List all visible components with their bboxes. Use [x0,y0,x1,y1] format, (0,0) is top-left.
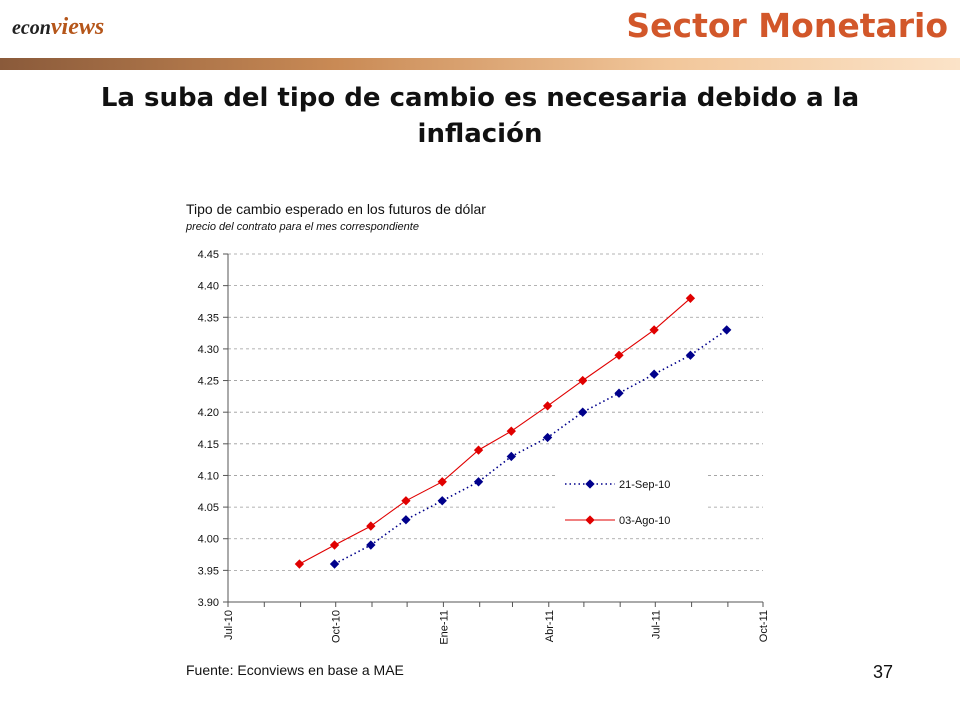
chart-subtitle: precio del contrato para el mes correspo… [185,221,419,233]
data-point [366,521,376,531]
y-tick-label: 4.20 [198,407,219,419]
y-tick-label: 4.15 [198,439,219,451]
y-tick-label: 4.10 [198,470,219,482]
x-tick-labels: Jul-10 Oct-10 Ene-11 Abr-11 Jul-11 Oct-11 [223,610,770,645]
data-point [294,559,305,569]
data-point [437,477,447,487]
data-point [401,515,411,525]
x-tick-label: Ene-11 [438,610,450,645]
legend-label: 03-Ago-10 [619,515,670,527]
logo-main-text: econ [12,17,51,39]
chart-title: Tipo de cambio esperado en los futuros d… [186,201,486,217]
data-point [614,350,624,360]
y-tick-label: 4.05 [198,502,219,514]
y-tick-label: 3.90 [198,597,219,609]
data-point [506,451,516,462]
data-point [473,445,484,455]
x-tick-label: Oct-10 [331,610,343,643]
series-1 [294,293,696,569]
x-tick-label: Abr-11 [544,610,556,642]
chart-source: Fuente: Econviews en base a MAE [186,662,404,678]
data-point [329,559,340,569]
logo-sub-text: views [50,14,105,40]
legend: 21-Sep-10 03-Ago-10 [555,466,705,536]
data-point [578,375,588,386]
data-point [401,496,411,506]
data-point [722,325,732,335]
data-point [506,426,516,436]
legend-marker [585,515,595,525]
data-point [649,369,659,379]
slide-title: La suba del tipo de cambio es necesaria … [100,83,860,149]
futures-line-chart: 3.90 3.95 4.00 4.05 4.10 4.15 4.20 4.25 4.30 4.35… [185,201,770,678]
x-tick-label: Jul-10 [223,610,235,640]
y-tick-label: 4.25 [198,376,219,388]
y-tick-label: 4.45 [198,249,219,261]
data-point [685,350,696,360]
axes [223,253,764,607]
data-point [473,477,484,487]
data-point [329,540,340,550]
x-tick-label: Oct-11 [758,610,770,642]
y-tick-label: 3.95 [198,565,219,577]
y-tick-label: 4.30 [198,344,219,356]
y-tick-label: 4.00 [198,534,219,546]
legend-box [555,466,705,536]
data-point [542,401,553,411]
page-number: 37 [873,662,894,682]
y-tick-label: 4.35 [198,312,219,324]
x-tick-label: Jul-11 [650,610,662,639]
legend-marker [585,479,595,489]
y-tick-labels: 3.90 3.95 4.00 4.05 4.10 4.15 4.20 4.25 4.30 4.35… [198,249,219,609]
series-line [334,329,728,565]
brand-logo: econviews [12,14,104,41]
y-tick-label: 4.40 [198,281,219,293]
legend-label: 21-Sep-10 [619,479,670,491]
data-point [437,496,447,506]
data-point [578,407,588,417]
series-line [299,297,691,565]
data-point [614,388,624,398]
header-gradient-bar [0,58,960,70]
section-title: Sector Monetario [626,6,948,45]
